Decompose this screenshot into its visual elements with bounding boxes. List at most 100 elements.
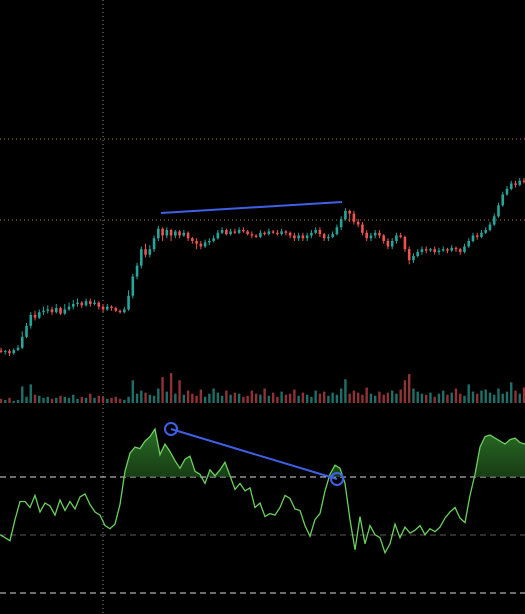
candle [463,243,466,254]
candle [174,230,177,239]
volume-bar [518,393,521,403]
candle [344,208,347,221]
candle [225,228,228,236]
volume-bar [331,392,334,403]
volume-bar [144,392,147,403]
candle [114,306,118,313]
volume-bar [437,393,441,403]
volume-bar [50,398,54,403]
volume-bar [488,392,492,403]
volume-bar [195,395,198,403]
volume-bar [420,393,424,403]
candle [327,234,330,241]
candle [259,230,262,239]
volume-bar [378,391,381,403]
volume-bar [450,392,453,403]
volume-bar [284,394,288,403]
candle [352,210,356,225]
candle [101,303,105,313]
volume-bar [110,397,113,403]
volume-bar [250,390,254,403]
volume-bar [203,396,207,403]
candle [365,230,368,241]
candle [33,310,37,321]
volume-bar [382,394,385,403]
candle [29,312,33,329]
candle [484,227,488,235]
volume-bar [369,393,373,403]
candle [186,231,190,241]
candle [509,180,513,191]
candle [280,228,283,236]
volume-bar [157,388,160,403]
candle [492,213,496,226]
volume-bar [433,396,436,403]
candle [446,247,449,254]
volume-bar [318,393,322,403]
candle [488,221,492,232]
candle [37,309,41,320]
volume-bar [225,390,228,403]
volume-bar [484,389,487,403]
volume-bar [454,388,458,403]
volume-bar [476,393,479,403]
divergence-drawings[interactable] [160,201,344,486]
volume-bar [348,393,351,403]
candle [314,227,317,235]
volume-bar [301,392,305,403]
candle [157,225,160,241]
volume-bar [42,397,45,403]
volume-bar [246,395,249,403]
candle [97,301,101,310]
volume-bar [271,392,275,403]
volume-bar [12,400,15,403]
volume-bar [263,388,266,403]
volume-bar [152,395,156,403]
candle [267,228,271,236]
oscillator-trendline[interactable] [170,428,338,480]
candle [263,231,266,236]
volume-bar [135,393,139,403]
candle [80,301,84,309]
price-trendline[interactable] [160,201,343,214]
candle [152,235,156,252]
candle [165,227,169,239]
volume-bar [97,395,100,403]
volume-bar [407,374,411,403]
candle [403,235,407,252]
volume-bar [80,396,83,403]
candle [390,238,394,250]
volume-bar [140,390,143,403]
candle [505,186,509,196]
volume-bar [165,391,169,403]
candle [123,306,126,314]
volume-bar [339,388,343,403]
volume-bar [399,389,402,403]
volume-bar [199,389,203,403]
volume-bar [237,393,241,403]
candle [522,178,525,184]
candle [475,232,479,240]
candle [424,246,428,254]
candle [407,246,411,265]
volume-bar [471,391,475,403]
candle [148,245,152,258]
trendline-start-handle[interactable] [164,422,178,436]
candle [471,232,475,243]
volume-bar [216,392,220,403]
volume-bar [352,390,356,403]
volume-bar [127,396,130,403]
volume-bar [59,395,62,403]
oscillator-series [0,427,525,555]
candle [348,209,351,222]
volume-bar [118,398,122,403]
candle [276,230,279,236]
candle [399,232,402,239]
trendline-end-handle[interactable] [330,472,344,486]
volume-bar [373,395,377,403]
volume-bars [0,373,525,403]
volume-bar [8,397,11,403]
